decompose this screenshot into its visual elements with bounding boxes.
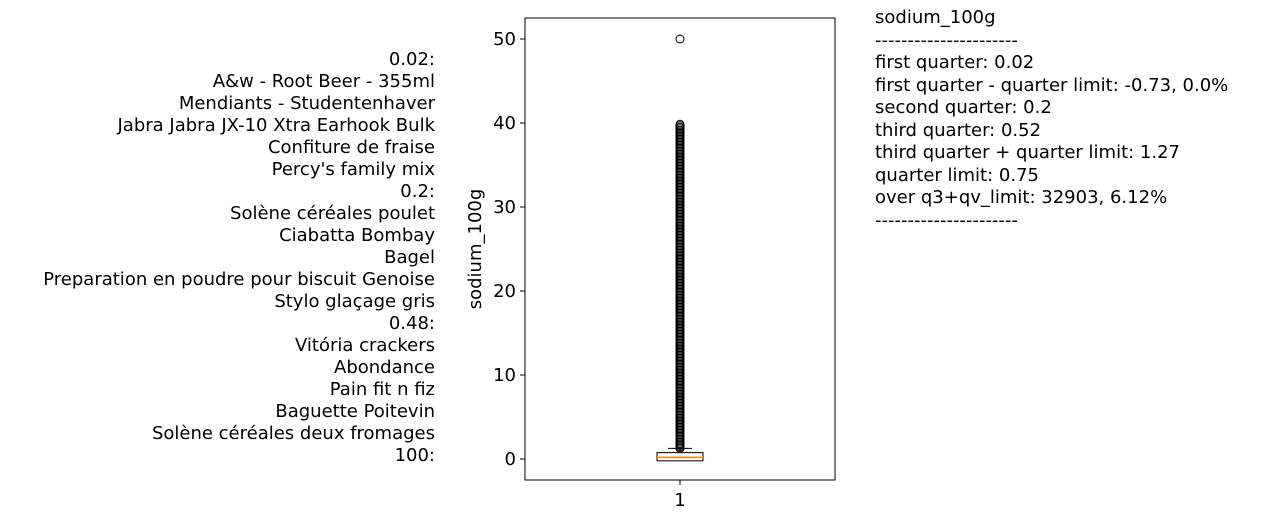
left-panel-line: Mendiants - Studentenhaver — [178, 93, 435, 114]
left-panel-line: Percy's family mix — [271, 159, 435, 180]
y-tick-label: 30 — [493, 197, 516, 218]
y-tick-label: 50 — [493, 29, 516, 50]
right-panel-line: ---------------------- — [875, 209, 1018, 231]
left-panel-line: Bagel — [384, 247, 435, 268]
left-panel-line: 0.02: — [388, 49, 435, 70]
right-panel-line: first quarter: 0.02 — [875, 52, 1035, 73]
right-panel-line: quarter limit: 0.75 — [875, 164, 1039, 186]
left-panel-line: 0.48: — [388, 313, 435, 334]
left-panel-line: Abondance — [334, 357, 435, 378]
left-panel-line: A&w - Root Beer - 355ml — [212, 71, 435, 92]
left-text-panel: 0.02: A&w - Root Beer - 355ml Mendiants - … — [0, 49, 435, 467]
left-panel-line: Preparation en poudre pour biscuit Genoi… — [43, 269, 435, 290]
outlier-points — [675, 34, 685, 453]
left-panel-line: Baguette Poitevin — [275, 401, 435, 422]
left-panel-line: Confiture de fraise — [267, 137, 435, 158]
right-panel-line: over q3+qv_limit: 32903, 6.12% — [875, 187, 1168, 208]
box-element — [656, 447, 704, 462]
y-tick-label: 20 — [493, 281, 516, 302]
y-axis: 0 10 20 30 40 50 — [493, 29, 525, 470]
left-panel-line: Solène céréales deux fromages — [151, 423, 435, 444]
y-tick-label: 40 — [493, 113, 516, 134]
left-panel-line: Solène céréales poulet — [230, 203, 435, 224]
y-axis-label: sodium_100g — [465, 189, 486, 310]
outlier-point — [675, 119, 685, 129]
right-text-panel: sodium_100g ---------------------- first q… — [875, 7, 1228, 232]
x-axis: 1 — [674, 480, 686, 511]
outlier-max-point — [675, 34, 685, 44]
y-tick-label: 0 — [505, 449, 516, 470]
left-panel-line: 100: — [394, 445, 435, 466]
left-panel-line: Jabra Jabra JX-10 Xtra Earhook Bulk — [117, 115, 436, 136]
right-panel-line: third quarter + quarter limit: 1.27 — [875, 142, 1180, 163]
y-tick-label: 10 — [493, 365, 516, 386]
right-panel-line: second quarter: 0.2 — [875, 97, 1052, 118]
left-panel-line: Ciabatta Bombay — [279, 225, 435, 246]
left-panel-line: Pain fit n fiz — [329, 379, 435, 400]
right-panel-line: first quarter - quarter limit: -0.73, 0.… — [875, 74, 1229, 96]
left-panel-line: Stylo glaçage gris — [274, 291, 435, 312]
left-panel-line: Vitória crackers — [294, 335, 435, 356]
right-panel-line: sodium_100g — [875, 7, 996, 28]
left-panel-line: 0.2: — [400, 181, 435, 202]
right-panel-line: third quarter: 0.52 — [875, 119, 1042, 141]
right-panel-line: ---------------------- — [875, 29, 1018, 51]
x-tick-label: 1 — [674, 490, 685, 511]
